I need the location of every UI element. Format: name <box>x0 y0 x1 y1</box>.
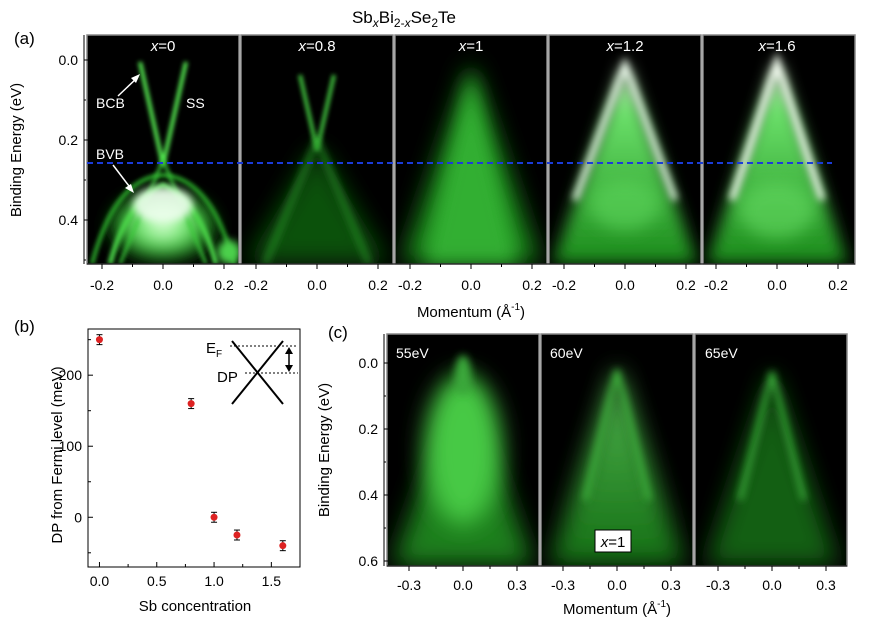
panel-b-ytick-label: 200 <box>59 367 83 383</box>
panel-b-xlabel: Sb concentration <box>139 598 252 615</box>
panel-c-ytick-1: 0.2 <box>359 421 379 437</box>
panel-c3-xtick-0: -0.3 <box>706 577 730 593</box>
panel-a5-xtick-0: -0.2 <box>704 277 728 293</box>
data-point <box>187 400 195 408</box>
panel-a-ytick-1: 0.2 <box>59 132 79 148</box>
panel-a-xlabel: Momentum (Å-1) <box>417 302 525 321</box>
panel-a-ytick-2: 0.4 <box>59 212 79 228</box>
arpes-panel-65ev <box>694 333 848 567</box>
panel-a4-xtick-2: 0.2 <box>676 277 696 293</box>
panel-a-y-axis: 0.0 0.2 0.4 Binding Energy (eV) <box>8 35 88 264</box>
energy-label-55ev: 55eV <box>396 345 429 361</box>
annotation-bvb: BVB <box>96 146 124 162</box>
panel-a3-xtick-2: 0.2 <box>522 277 542 293</box>
panel-a-ylabel: Binding Energy (eV) <box>8 83 25 217</box>
data-point <box>233 531 241 539</box>
inset-ef-label: EF <box>206 340 222 360</box>
panel-c3-xtick-1: 0.0 <box>762 577 782 593</box>
panel-b-label: (b) <box>14 317 35 336</box>
panel-a2-xtick-0: -0.2 <box>244 277 268 293</box>
panel-a3-xtick-0: -0.2 <box>398 277 422 293</box>
panel-c2-xtick-2: 0.3 <box>661 577 681 593</box>
panel-c1-xtick-1: 0.0 <box>453 577 473 593</box>
panel-c-label: (c) <box>328 323 348 342</box>
arpes-panel-60ev <box>540 333 694 567</box>
subpanel-label-x1.6: x=1.6 <box>757 38 795 55</box>
arpes-panel-x1 <box>394 34 548 265</box>
panel-a5-xtick-1: 0.0 <box>767 277 787 293</box>
subpanel-label-x0: x=0 <box>150 38 176 55</box>
arpes-panel-55ev <box>386 333 540 567</box>
arpes-panel-x1.6 <box>702 34 856 265</box>
panel-b-ytick-label: 100 <box>59 438 83 454</box>
panel-a5-xtick-2: 0.2 <box>828 277 848 293</box>
data-point <box>279 542 287 550</box>
annotation-bcb-arrowhead <box>131 74 140 83</box>
arpes-panel-x0.8 <box>240 34 394 265</box>
panel-c-ytick-0: 0.0 <box>359 355 379 371</box>
panel-c-ytick-3: 0.6 <box>359 553 379 569</box>
panel-a-x-axis: -0.2 0.0 0.2 -0.2 0.0 0.2 -0.2 0.0 0.2 -… <box>87 263 855 293</box>
panel-c-x-axis: -0.3 0.0 0.3 -0.3 0.0 0.3 -0.3 0.0 0.3 <box>387 565 847 593</box>
inset-cone-line-2 <box>231 340 284 405</box>
panel-b-xtick-label: 1.0 <box>204 573 224 589</box>
panel-c-ytick-2: 0.4 <box>359 487 379 503</box>
panel-a1-xtick-1: 0.0 <box>153 277 173 293</box>
annotation-ss: SS <box>186 95 205 111</box>
panel-a1-xtick-2: 0.2 <box>214 277 234 293</box>
panel-b-ylabel: DP from Fermi level (meV) <box>49 366 66 543</box>
panel-c1-xtick-0: -0.3 <box>397 577 421 593</box>
panel-b-chart: 0.0 0.5 1.0 1.5 0 100 200 DP from Fermi level … <box>49 328 301 615</box>
panel-c2-xtick-1: 0.0 <box>607 577 627 593</box>
annotation-bcb: BCB <box>96 95 125 111</box>
subpanel-label-x0.8: x=0.8 <box>297 38 335 55</box>
arpes-panel-x1.2 <box>548 34 702 265</box>
subpanel-label-x1.2: x=1.2 <box>605 38 643 55</box>
panel-c-y-axis: 0.0 0.2 0.4 0.6 Binding Energy (eV) <box>316 334 388 569</box>
inset-arrowhead-down <box>285 365 293 372</box>
panel-a2-xtick-1: 0.0 <box>307 277 327 293</box>
panel-a4-xtick-1: 0.0 <box>615 277 635 293</box>
panel-b-xtick-label: 0.5 <box>147 573 167 589</box>
arpes-panel-x0 <box>86 34 240 265</box>
panel-c-ylabel: Binding Energy (eV) <box>316 383 333 517</box>
figure-title: SbxBi2-xSe2Te <box>352 8 456 30</box>
panel-c2-xtick-0: -0.3 <box>551 577 575 593</box>
panel-a1-xtick-0: -0.2 <box>90 277 114 293</box>
energy-label-60ev: 60eV <box>550 345 583 361</box>
panel-a-ytick-0: 0.0 <box>59 52 79 68</box>
sample-label-text: x=1 <box>600 534 626 551</box>
panel-a2-xtick-2: 0.2 <box>368 277 388 293</box>
panel-c-xlabel: Momentum (Å-1) <box>563 599 671 618</box>
panel-a3-xtick-1: 0.0 <box>461 277 481 293</box>
dirac-cone-inset: EF DP <box>206 340 298 405</box>
inset-arrowhead-up <box>285 347 293 354</box>
panel-a4-xtick-0: -0.2 <box>552 277 576 293</box>
panel-b-ytick-label: 0 <box>74 509 82 525</box>
data-point <box>95 336 103 344</box>
subpanel-label-x1: x=1 <box>458 38 484 55</box>
annotation-bvb-arrowhead <box>125 184 134 193</box>
panel-b-xtick-label: 0.0 <box>90 573 110 589</box>
panel-a-label: (a) <box>14 29 35 48</box>
panel-b-frame <box>87 328 301 568</box>
inset-dp-label: DP <box>217 369 238 386</box>
sample-label-box: x=1 <box>594 529 632 553</box>
panel-b-xtick-label: 1.5 <box>262 573 282 589</box>
data-point <box>210 513 218 521</box>
energy-label-65ev: 65eV <box>705 345 738 361</box>
panel-c1-xtick-2: 0.3 <box>507 577 527 593</box>
panel-c3-xtick-2: 0.3 <box>816 577 836 593</box>
